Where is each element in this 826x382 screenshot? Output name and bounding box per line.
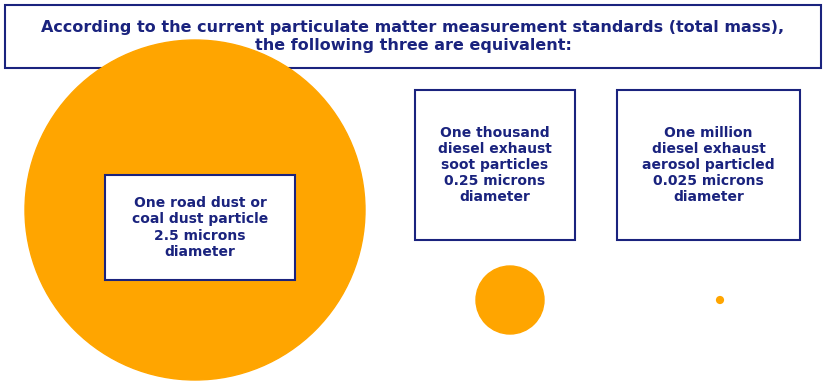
FancyBboxPatch shape (415, 90, 575, 240)
Text: One million
diesel exhaust
aerosol particled
0.025 microns
diameter: One million diesel exhaust aerosol parti… (642, 126, 775, 204)
FancyBboxPatch shape (105, 175, 295, 280)
Text: According to the current particulate matter measurement standards (total mass),
: According to the current particulate mat… (41, 20, 785, 53)
FancyBboxPatch shape (5, 5, 821, 68)
Text: One thousand
diesel exhaust
soot particles
0.25 microns
diameter: One thousand diesel exhaust soot particl… (438, 126, 552, 204)
FancyBboxPatch shape (617, 90, 800, 240)
Circle shape (717, 296, 724, 303)
Circle shape (476, 266, 544, 334)
Circle shape (25, 40, 365, 380)
Text: One road dust or
coal dust particle
2.5 microns
diameter: One road dust or coal dust particle 2.5 … (132, 196, 268, 259)
